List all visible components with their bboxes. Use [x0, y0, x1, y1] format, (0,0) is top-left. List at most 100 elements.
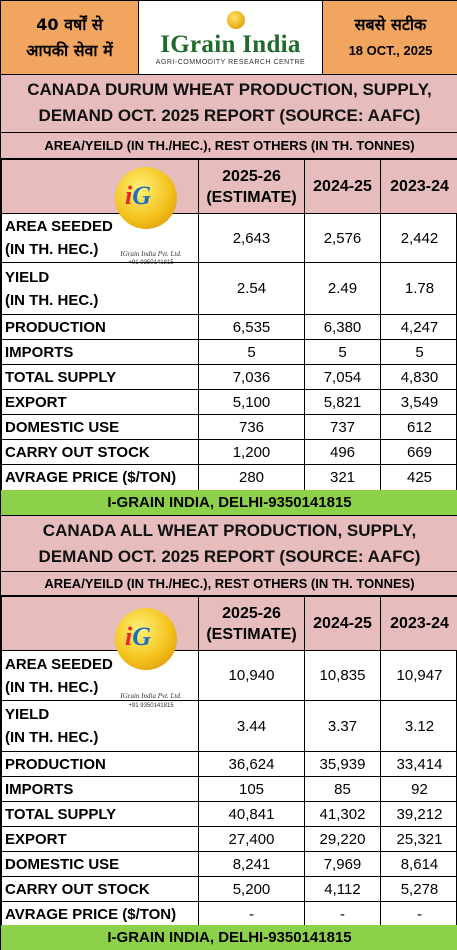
row-label: AVRAGE PRICE ($/TON): [1, 464, 199, 491]
col-2025-26: 2025-26 (ESTIMATE): [198, 596, 305, 651]
row-label: YIELD (IN TH. HEC.): [1, 700, 199, 752]
table-row: EXPORT 27,400 29,220 25,321: [1, 826, 457, 852]
table-cell: 92: [380, 776, 457, 802]
section2-title-line1: CANADA ALL WHEAT PRODUCTION, SUPPLY,: [42, 521, 417, 540]
row-label: IMPORTS: [1, 339, 199, 365]
brand-name: IGrain India: [160, 31, 301, 58]
table-cell: 5: [198, 339, 305, 365]
table-row: AREA SEEDED (IN TH. HEC.) 10,940 10,835 1…: [1, 650, 457, 701]
col-2023-24: 2023-24: [380, 596, 457, 651]
table-cell: 425: [380, 464, 457, 491]
table-row: IMPORTS 5 5 5: [1, 339, 457, 365]
table-cell: 6,380: [304, 314, 381, 340]
table-row: YIELD (IN TH. HEC.) 2.54 2.49 1.78: [1, 262, 457, 315]
row-label: PRODUCTION: [1, 751, 199, 777]
table-cell: 5,100: [198, 389, 305, 415]
table-cell: 29,220: [304, 826, 381, 852]
brand-subtitle: AGRI-COMMODITY RESEARCH CENTRE: [155, 59, 306, 66]
logo-caption: IGrain India Pvt. Ltd.: [120, 250, 182, 258]
table-cell: 3.37: [304, 700, 381, 752]
row-label: DOMESTIC USE: [1, 851, 199, 877]
row-label: IMPORTS: [1, 776, 199, 802]
table-cell: 7,054: [304, 364, 381, 390]
row-label: CARRY OUT STOCK: [1, 876, 199, 902]
table-row: DOMESTIC USE 8,241 7,969 8,614: [1, 851, 457, 877]
section1-table: 2025-26 (ESTIMATE) 2024-25 2023-24 AREA S…: [1, 159, 457, 491]
table-row: CARRY OUT STOCK 1,200 496 669: [1, 439, 457, 465]
grain-icon: [227, 11, 245, 29]
table-row: PRODUCTION 36,624 35,939 33,414: [1, 751, 457, 777]
table-row: TOTAL SUPPLY 40,841 41,302 39,212: [1, 801, 457, 827]
section2-footer: I-GRAIN INDIA, DELHI-9350141815: [1, 925, 457, 950]
table-cell: 669: [380, 439, 457, 465]
table-cell: 280: [198, 464, 305, 491]
table-header-row: 2025-26 (ESTIMATE) 2024-25 2023-24: [1, 596, 457, 651]
table-cell: 2,442: [380, 213, 457, 263]
section2-units: AREA/YEILD (IN TH./HEC.), REST OTHERS (I…: [1, 572, 457, 596]
logo-phone: +91 9350141815: [128, 260, 174, 266]
table-cell: 2.54: [198, 262, 305, 315]
table-cell: 85: [304, 776, 381, 802]
header-right: सबसे सटीक 18 OCT., 2025: [322, 1, 457, 74]
table-row: AVRAGE PRICE ($/TON) - - -: [1, 901, 457, 927]
igrain-logo-icon: iG: [115, 167, 177, 229]
table-row: AREA SEEDED (IN TH. HEC.) 2,643 2,576 2,4…: [1, 213, 457, 263]
logo-phone: +91 9350141815: [128, 703, 174, 709]
table-cell: 5: [380, 339, 457, 365]
table-header-row: 2025-26 (ESTIMATE) 2024-25 2023-24: [1, 159, 457, 214]
row-label: AVRAGE PRICE ($/TON): [1, 901, 199, 927]
row-label: AREA SEEDED (IN TH. HEC.): [1, 213, 199, 263]
report-date: 18 OCT., 2025: [348, 43, 433, 58]
brand-logo: IGrain India AGRI-COMMODITY RESEARCH CEN…: [139, 1, 322, 74]
section2-title: CANADA ALL WHEAT PRODUCTION, SUPPLY, DEM…: [1, 516, 457, 572]
table-cell: 36,624: [198, 751, 305, 777]
table-row: DOMESTIC USE 736 737 612: [1, 414, 457, 440]
table-cell: 8,614: [380, 851, 457, 877]
table-cell: -: [304, 901, 381, 927]
table-cell: 2,576: [304, 213, 381, 263]
table-cell: 7,969: [304, 851, 381, 877]
table-cell: 10,835: [304, 650, 381, 701]
table-cell: 737: [304, 414, 381, 440]
row-label: CARRY OUT STOCK: [1, 439, 199, 465]
col-2025-26: 2025-26 (ESTIMATE): [198, 159, 305, 214]
section1-footer: I-GRAIN INDIA, DELHI-9350141815: [1, 490, 457, 516]
logo-caption: IGrain India Pvt. Ltd.: [120, 692, 182, 700]
row-label: EXPORT: [1, 826, 199, 852]
table-row: EXPORT 5,100 5,821 3,549: [1, 389, 457, 415]
col-2024-25: 2024-25: [304, 596, 381, 651]
table-cell: 2,643: [198, 213, 305, 263]
row-label: TOTAL SUPPLY: [1, 364, 199, 390]
section2-title-line2: DEMAND OCT. 2025 REPORT (SOURCE: AAFC): [38, 547, 421, 566]
tagline-line1: 40 वर्षों से: [36, 15, 103, 34]
row-label: PRODUCTION: [1, 314, 199, 340]
table-row: YIELD (IN TH. HEC.) 3.44 3.37 3.12: [1, 700, 457, 752]
section1-title-line1: CANADA DURUM WHEAT PRODUCTION, SUPPLY,: [27, 80, 432, 99]
table-cell: -: [198, 901, 305, 927]
table-cell: 7,036: [198, 364, 305, 390]
table-cell: 5,821: [304, 389, 381, 415]
col-2023-24: 2023-24: [380, 159, 457, 214]
row-label: DOMESTIC USE: [1, 414, 199, 440]
table-cell: 5: [304, 339, 381, 365]
header-right-tagline: सबसे सटीक: [354, 15, 427, 34]
table-cell: 2.49: [304, 262, 381, 315]
table-cell: 1.78: [380, 262, 457, 315]
section2-table: 2025-26 (ESTIMATE) 2024-25 2023-24 AREA S…: [1, 596, 457, 927]
table-row: PRODUCTION 6,535 6,380 4,247: [1, 314, 457, 340]
table-cell: 35,939: [304, 751, 381, 777]
table-cell: 39,212: [380, 801, 457, 827]
table-cell: 4,112: [304, 876, 381, 902]
tagline-line2: आपकी सेवा में: [26, 41, 113, 60]
table-cell: 1,200: [198, 439, 305, 465]
table-cell: 33,414: [380, 751, 457, 777]
table-cell: 612: [380, 414, 457, 440]
table-cell: 496: [304, 439, 381, 465]
row-label: TOTAL SUPPLY: [1, 801, 199, 827]
table-cell: 6,535: [198, 314, 305, 340]
table-cell: 3.44: [198, 700, 305, 752]
table-cell: 4,247: [380, 314, 457, 340]
table-cell: 3,549: [380, 389, 457, 415]
table-cell: 321: [304, 464, 381, 491]
